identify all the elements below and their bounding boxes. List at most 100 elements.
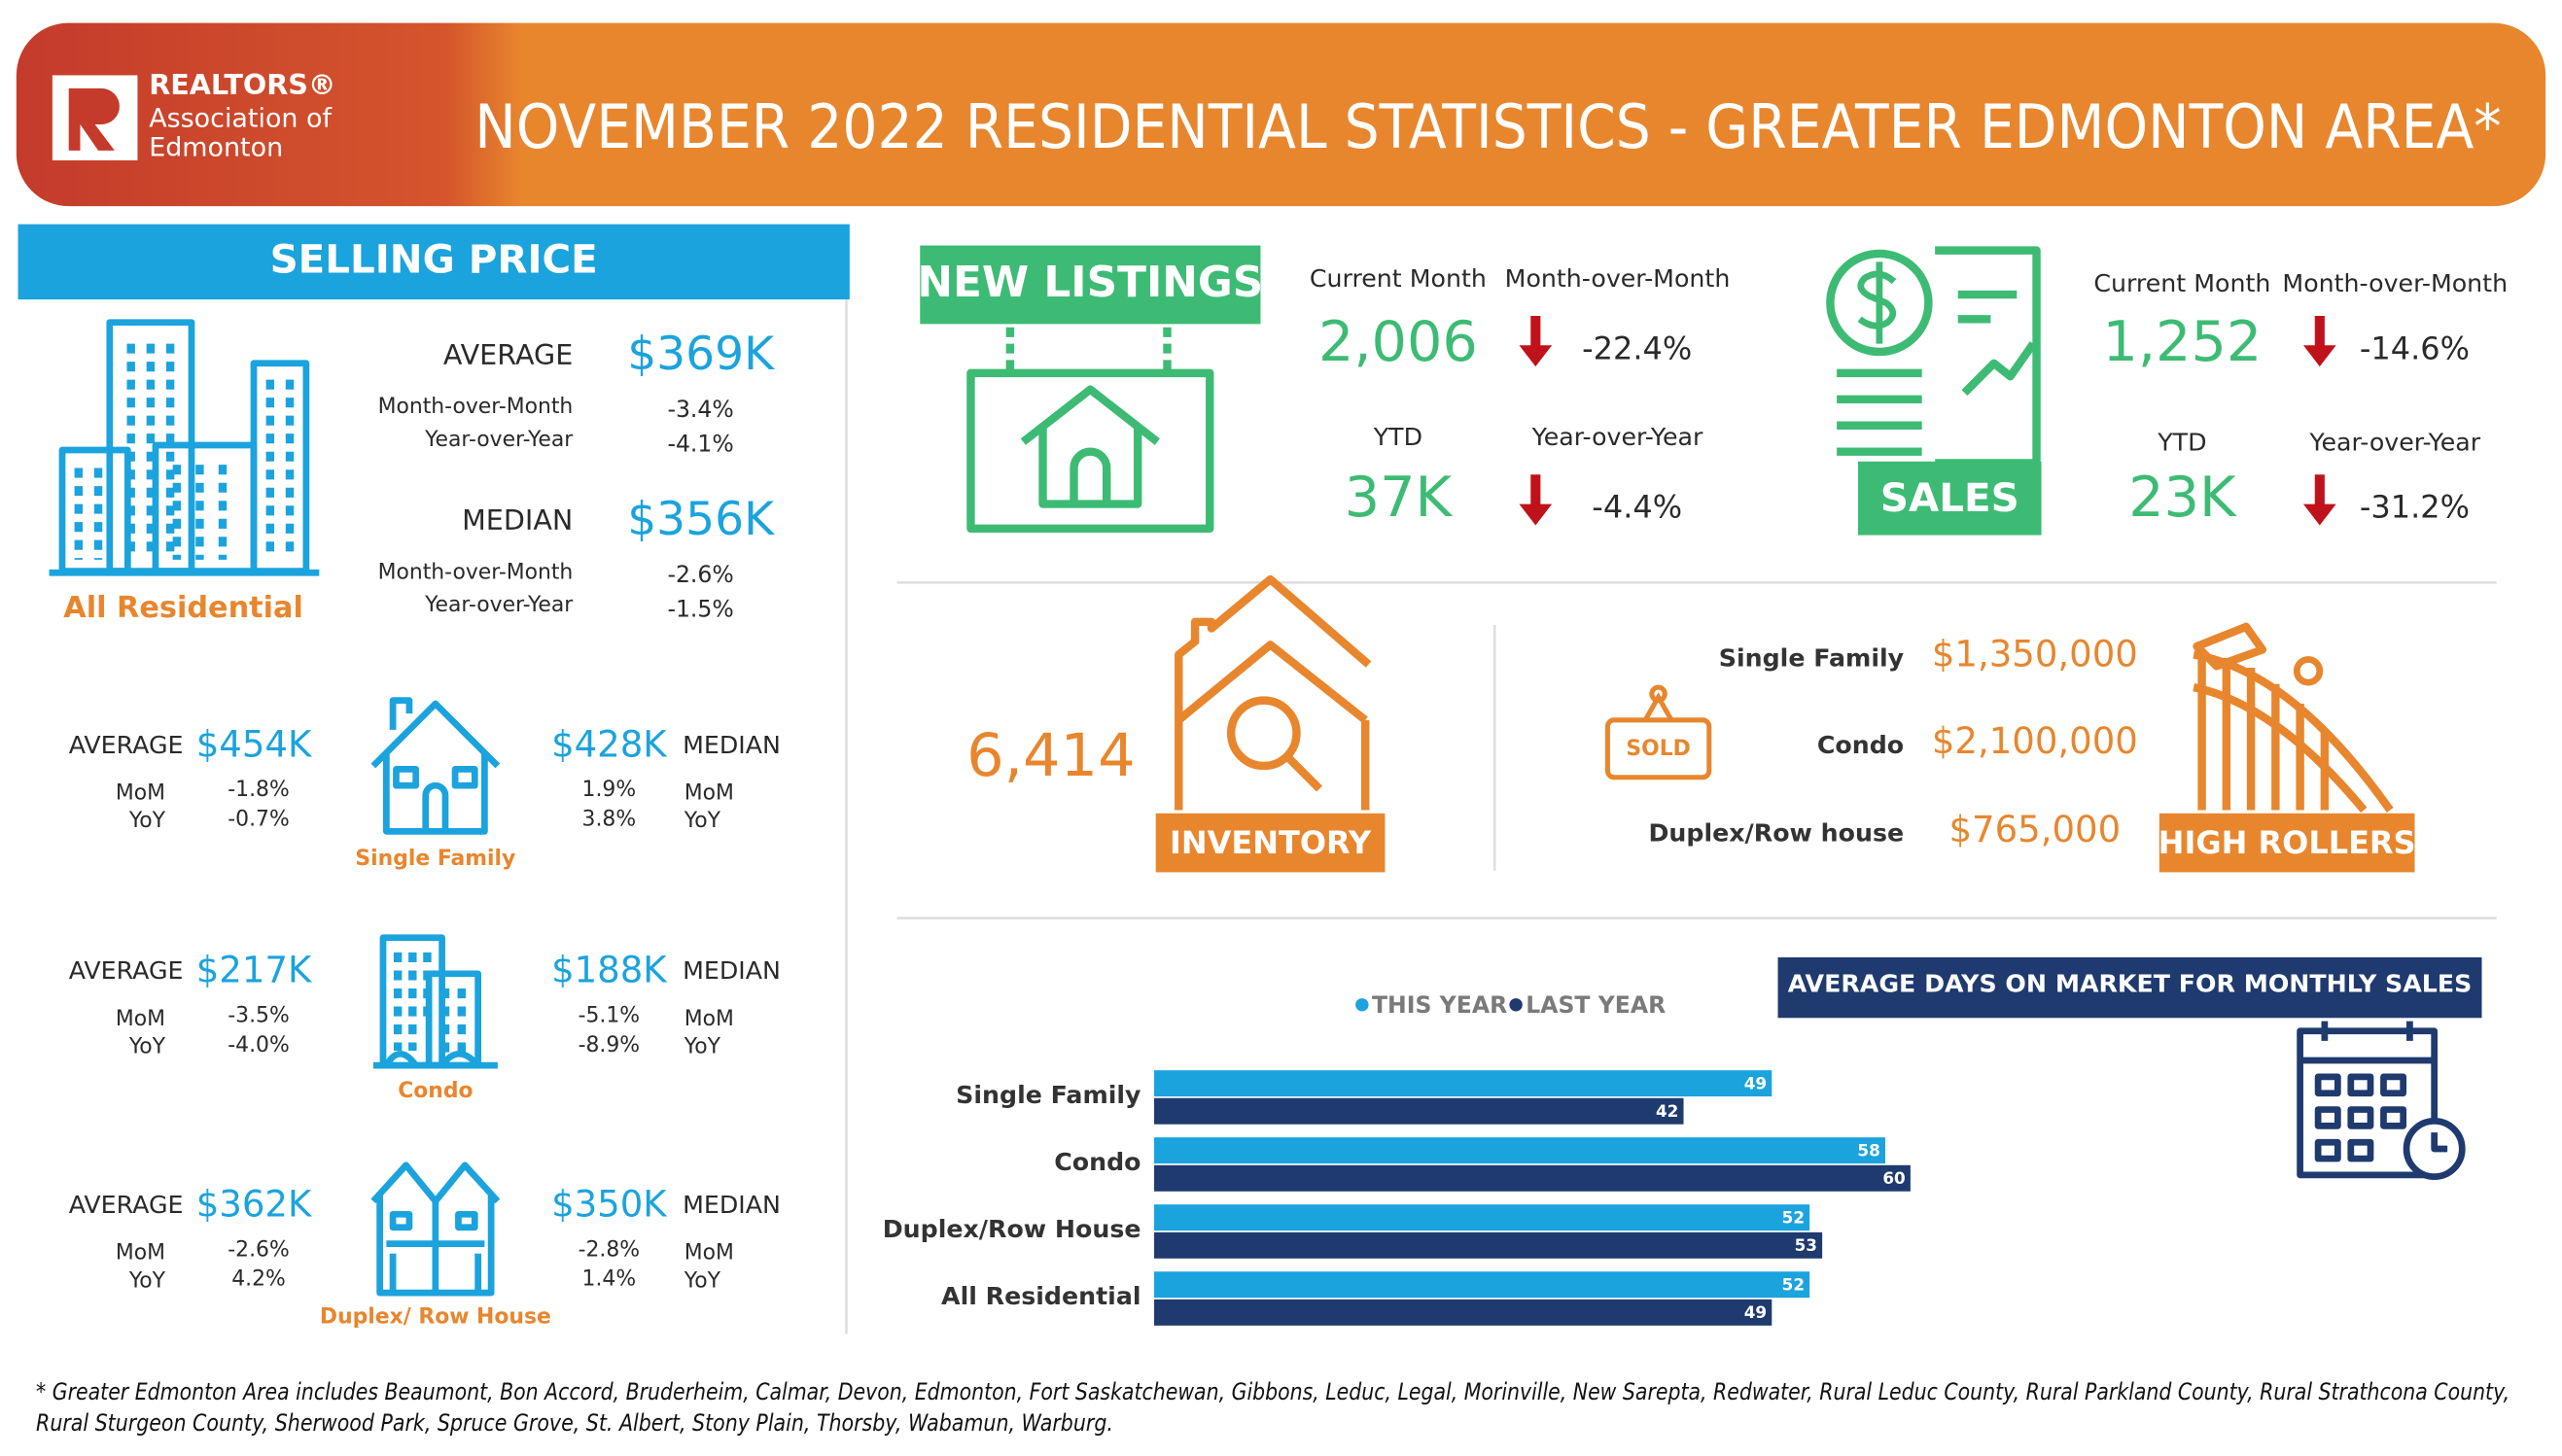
listings-sign (920, 245, 1261, 325)
sales-label-box (1858, 461, 2042, 536)
listing-house-icon (1020, 385, 1160, 508)
line: Rural Sturgeon County, Sherwood Park, Sp… (36, 1408, 1113, 1437)
median-yoy: 3.8% (582, 808, 637, 832)
average: $369K (627, 328, 775, 381)
median-yoy-label: YoY (684, 809, 721, 833)
value: 6,414 (966, 722, 1136, 790)
inventory-house-icon (1175, 574, 1372, 811)
inventory-label-box (1155, 813, 1386, 873)
header-band (16, 22, 2546, 207)
category-label: All Residential (941, 1282, 1141, 1310)
average-label: AVERAGE (69, 1191, 184, 1219)
inventory-panel-part (1226, 696, 1301, 771)
coin-icon (1826, 249, 1933, 357)
median-mom: 1.9% (582, 778, 637, 802)
median-mom-label: MoM (684, 1007, 734, 1031)
bar-value-label: 60 (1882, 1168, 1905, 1188)
ytd: 23K (2128, 466, 2237, 530)
duplex-icon-part (370, 1161, 501, 1297)
down-arrows (1519, 315, 1553, 526)
coaster-icon (2193, 622, 2394, 814)
average-label: AVERAGE (69, 956, 184, 985)
bar (1154, 1299, 1772, 1326)
selling-price-header (18, 224, 850, 300)
bar-value-label: 49 (1744, 1073, 1767, 1092)
document-icon (1935, 246, 2041, 468)
calendar-icon-part (2299, 1021, 2435, 1064)
logo-mark (68, 87, 120, 151)
average-yoy: -4.0% (228, 1033, 289, 1057)
median: $350K (551, 1183, 668, 1225)
line1: Association of (149, 103, 332, 133)
median-mom: -2.6% (667, 561, 733, 588)
bar (1154, 1164, 1911, 1192)
median: $188K (551, 950, 668, 991)
average-mom: -2.6% (228, 1237, 289, 1262)
single-family-icon-part (370, 697, 501, 835)
category-label: Condo (1054, 1148, 1141, 1176)
yoy-label: Year-over-Year (2308, 428, 2480, 456)
median-mom: -5.1% (579, 1004, 640, 1028)
yoy-label: Year-over-Year (1531, 423, 1703, 451)
label: Single Family (355, 847, 515, 871)
type: Condo (1817, 731, 1904, 759)
dividers (896, 581, 2497, 919)
calendar-icon-part (2314, 1073, 2407, 1162)
sign-chains (1005, 327, 1172, 373)
title: NOVEMBER 2022 RESIDENTIAL STATISTICS - G… (474, 91, 2501, 162)
sales-panel (1826, 246, 2336, 536)
high-rollers-panel-part (1649, 684, 1667, 704)
buildings-icon-part (250, 360, 310, 574)
label: Duplex/ Row House (320, 1304, 551, 1329)
yoy: -31.2% (2360, 489, 2470, 526)
duplex-icon (370, 1161, 501, 1297)
condo-icon-part (372, 1050, 498, 1069)
average-label: AVERAGE (443, 338, 573, 371)
title: NEW LISTINGS (917, 258, 1263, 307)
average-yoy-label: YoY (128, 1035, 166, 1059)
label: All Residential (63, 591, 303, 625)
inventory-panel (1155, 574, 1386, 873)
condo-icon (372, 934, 498, 1069)
new-listings-panel (920, 245, 1553, 534)
median: $428K (551, 723, 668, 765)
price: $1,350,000 (1932, 634, 2138, 676)
bar-value-label: 52 (1782, 1275, 1805, 1295)
median-label: MEDIAN (683, 1191, 781, 1219)
sold-hook (1642, 692, 1674, 722)
median-yoy-label: YoY (684, 1035, 721, 1059)
selling-price-panel (18, 224, 850, 1335)
legend-marker (1355, 998, 1369, 1012)
median-mom: -2.8% (579, 1237, 640, 1262)
current-month-label: Current Month (1310, 264, 1487, 293)
high-rollers-label-box (2158, 813, 2415, 873)
median-mom-label: MoM (684, 781, 734, 806)
bar (1154, 1137, 1885, 1164)
bar (1154, 1070, 1772, 1097)
days-on-market-panel: THIS YEAR LAST YEAR Single Family 49 42 Condo… (883, 956, 2482, 1326)
ytd-label: YTD (2157, 428, 2206, 456)
average-yoy-label: YoY (128, 809, 166, 833)
yoy: -4.4% (1592, 489, 1682, 526)
bar-value-label: 58 (1857, 1140, 1879, 1160)
bar (1154, 1204, 1810, 1231)
median-yoy: 1.4% (582, 1267, 637, 1292)
average-yoy: 4.2% (231, 1267, 286, 1292)
average-yoy: -0.7% (228, 808, 289, 832)
bar-value-label: 52 (1782, 1208, 1805, 1228)
type: Single Family (1719, 644, 1904, 673)
median-yoy: -8.9% (579, 1033, 640, 1057)
average-mom-label: MoM (116, 781, 165, 806)
current-month-label: Current Month (2093, 269, 2270, 297)
median-label: MEDIAN (462, 503, 573, 537)
high-rollers-panel (1604, 622, 2415, 873)
label: HIGH ROLLERS (2158, 824, 2416, 861)
average-yoy-label: Year-over-Year (424, 428, 573, 452)
title: SELLING PRICE (270, 235, 598, 282)
bar-value-label: 42 (1656, 1101, 1678, 1121)
median-mom-label: Month-over-Month (378, 560, 574, 584)
sold-sign (1604, 717, 1712, 780)
header (16, 22, 2546, 207)
dollar-icon (1857, 261, 1897, 344)
